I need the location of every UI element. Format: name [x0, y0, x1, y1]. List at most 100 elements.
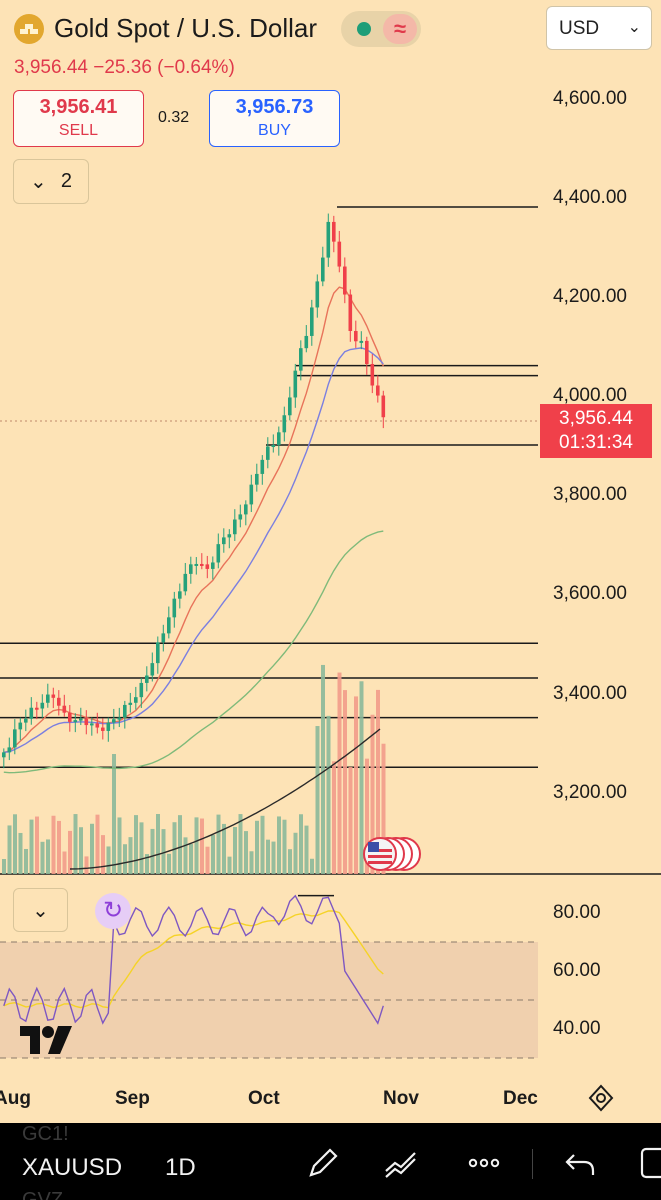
- candle-body: [205, 564, 210, 569]
- candle-body: [326, 221, 331, 258]
- symbol-title[interactable]: Gold Spot / U.S. Dollar: [54, 13, 317, 43]
- chevron-down-icon: ⌄: [627, 19, 641, 36]
- ghost-symbol: GC1!: [22, 1123, 69, 1145]
- layout-icon[interactable]: [636, 1145, 661, 1181]
- ema-fast-line: [3, 286, 384, 753]
- candle-body: [2, 752, 6, 758]
- market-status[interactable]: ≈: [341, 11, 421, 47]
- candle-body: [18, 722, 23, 730]
- volume-bar: [310, 858, 314, 874]
- candle-body: [200, 563, 204, 566]
- volume-bar: [57, 820, 61, 874]
- price-axis-label: 4,000.00: [553, 385, 627, 406]
- volume-bar: [161, 829, 166, 874]
- volume-bar: [101, 835, 105, 874]
- volume-ma-line: [69, 728, 381, 870]
- candle-body: [117, 717, 122, 720]
- sell-button[interactable]: 3,956.41 SELL: [13, 90, 144, 147]
- volume-bar: [315, 726, 320, 874]
- candle-body: [134, 697, 138, 703]
- volume-bar: [40, 841, 45, 874]
- candle-body: [24, 718, 28, 723]
- candle-body: [354, 330, 358, 342]
- buy-label: BUY: [258, 122, 291, 139]
- time-axis-label: Dec: [503, 1088, 538, 1109]
- time-axis-label: Sep: [115, 1088, 150, 1109]
- volume-bar: [29, 819, 34, 874]
- candle-body: [370, 363, 375, 386]
- candle-body: [183, 573, 188, 592]
- volume-bar: [68, 830, 72, 874]
- currency-select[interactable]: USD ⌄: [546, 6, 652, 50]
- candle-body: [227, 534, 232, 538]
- indicators-icon[interactable]: [383, 1145, 419, 1181]
- volume-bar: [205, 846, 210, 874]
- candle-body: [95, 723, 100, 728]
- time-axis-label: Oct: [248, 1088, 280, 1109]
- volume-bar: [255, 820, 259, 874]
- volume-bar: [90, 823, 94, 874]
- undo-icon[interactable]: [562, 1145, 598, 1181]
- chevron-down-icon: ⌄: [30, 171, 47, 193]
- candle-body: [106, 722, 111, 731]
- moving-averages: [3, 286, 384, 774]
- symbol-button[interactable]: XAUUSD: [22, 1154, 123, 1181]
- volume-bar: [7, 825, 12, 874]
- volume-bar: [376, 689, 380, 874]
- candle-body: [293, 370, 298, 398]
- candle-body: [57, 697, 61, 706]
- volume-bar: [365, 758, 369, 874]
- volume-bar: [194, 817, 199, 874]
- volume-bars: [2, 664, 386, 874]
- volume-bar: [348, 766, 353, 874]
- rsi-axis-label: 40.00: [553, 1018, 601, 1039]
- price-axis-label: 4,400.00: [553, 187, 627, 208]
- candle-body: [172, 598, 177, 618]
- volume-bar: [172, 822, 177, 874]
- volume-bar: [244, 831, 248, 874]
- currency-value: USD: [559, 18, 600, 39]
- volume-bar: [288, 849, 292, 874]
- candle-body: [156, 642, 160, 664]
- buy-price: 3,956.73: [235, 96, 314, 118]
- indicators-collapse-button[interactable]: ⌄ 2: [13, 159, 89, 204]
- volume-bar: [123, 844, 127, 874]
- volume-bar: [337, 672, 342, 874]
- candle-body: [310, 307, 314, 336]
- rsi-ma-line: [3, 910, 384, 1009]
- interval-button[interactable]: 1D: [165, 1154, 196, 1181]
- current-price: 3,956.44: [559, 408, 633, 429]
- more-icon[interactable]: [466, 1145, 502, 1181]
- candle-body: [167, 617, 171, 634]
- price-axis-label: 4,200.00: [553, 286, 627, 307]
- candle-body: [79, 718, 83, 721]
- volume-bar: [84, 856, 89, 874]
- candle-body: [145, 675, 149, 683]
- volume-bar: [370, 714, 375, 874]
- candle-body: [271, 445, 276, 447]
- volume-bar: [62, 851, 67, 874]
- refresh-icon[interactable]: ↻: [95, 893, 131, 929]
- price-change-line: 3,956.44 −25.36 (−0.64%): [14, 57, 235, 78]
- volume-bar: [282, 819, 287, 874]
- candle-body: [68, 712, 72, 722]
- buy-button[interactable]: 3,956.73 BUY: [209, 90, 340, 147]
- rsi-collapse-button[interactable]: ⌄: [13, 888, 68, 932]
- candle-body: [128, 702, 133, 705]
- volume-bar: [200, 818, 204, 874]
- bottom-toolbar: GC1! XAUUSD 1D GVZ: [0, 1123, 661, 1200]
- gear-icon[interactable]: [586, 1083, 616, 1113]
- candle-body: [233, 519, 237, 535]
- volume-bar: [35, 816, 39, 874]
- candle-body: [101, 727, 105, 731]
- candle-body: [315, 281, 320, 308]
- pencil-icon[interactable]: [305, 1145, 341, 1181]
- candle-body: [139, 682, 144, 698]
- price-axis-label: 3,400.00: [553, 683, 627, 704]
- volume-bar: [2, 859, 6, 874]
- price-chart[interactable]: [0, 0, 661, 1120]
- volume-bar: [13, 814, 17, 874]
- volume-bar: [95, 814, 100, 874]
- sell-label: SELL: [58, 122, 99, 139]
- us-flag-icon[interactable]: [360, 836, 424, 872]
